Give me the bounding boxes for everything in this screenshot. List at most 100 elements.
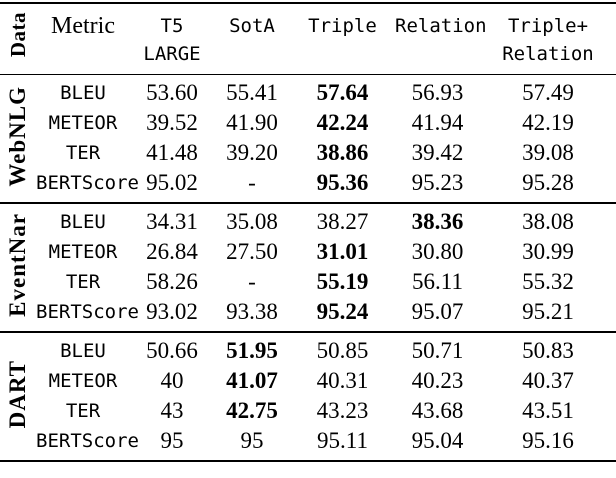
webnlg-rotated-label: WebNLG <box>5 85 30 187</box>
value-cell: 50.71 <box>411 338 464 363</box>
value-cell: 42.75 <box>226 398 278 423</box>
value-cell: 41.48 <box>146 140 198 165</box>
value-cell: 95.04 <box>411 428 464 453</box>
value-cell: 41.07 <box>226 368 278 393</box>
metric-label: BERTScore <box>36 301 139 323</box>
value-cell: 40 <box>160 368 184 393</box>
value-cell: 95.07 <box>411 299 464 324</box>
value-cell: 38.27 <box>316 209 369 234</box>
value-cell: 35.08 <box>226 209 278 234</box>
value-cell: 95.21 <box>522 299 574 324</box>
header-line1: Relation <box>395 15 487 37</box>
value-cell: 50.66 <box>146 338 198 363</box>
value-cell: 30.99 <box>522 239 574 264</box>
table-row: WebNLG BLEU 53.60 55.41 57.64 56.93 57.4… <box>0 75 616 186</box>
table-row: BERTScore 95 95 95.11 95.04 95.16 <box>0 426 616 461</box>
value-cell: 43.23 <box>316 398 369 423</box>
section-label-dart: DART <box>0 332 36 461</box>
metric-label: METEOR <box>48 241 118 263</box>
value-cell: 39.52 <box>146 110 198 135</box>
value-cell: 43 <box>160 398 184 423</box>
metric-label: BERTScore <box>36 172 139 194</box>
data-rotated-label: Data <box>5 12 30 58</box>
value-cell: 43.68 <box>411 398 464 423</box>
table-row: DART BLEU 50.66 51.95 50.85 50.71 50.83 <box>0 332 616 428</box>
table-row: BERTScore 95.02 - 95.36 95.23 95.28 <box>0 168 616 203</box>
value-cell: 95.36 <box>316 170 369 195</box>
results-table: Data Metric T5 LARGE SotA Triple Relatio… <box>0 2 616 462</box>
section-label-eventnar: EventNar <box>0 203 36 332</box>
value-cell: 93.38 <box>226 299 278 324</box>
value-cell: 95 <box>160 428 184 453</box>
column-header-metric: Metric <box>51 13 115 39</box>
metric-label: METEOR <box>48 112 118 134</box>
value-cell: - <box>248 269 256 294</box>
value-cell: 51.95 <box>226 338 278 363</box>
value-cell: 95.11 <box>317 428 368 453</box>
value-cell: 39.42 <box>411 140 464 165</box>
table-row: BERTScore 93.02 93.38 95.24 95.07 95.21 <box>0 297 616 332</box>
value-cell: 40.23 <box>411 368 464 393</box>
value-cell: 38.08 <box>522 209 574 234</box>
value-cell: 50.83 <box>522 338 574 363</box>
header-line1: Triple+ <box>507 15 589 37</box>
value-cell: 39.20 <box>226 140 278 165</box>
header-line1: SotA <box>229 15 275 37</box>
column-header-triple: Triple <box>290 3 395 75</box>
section-eventnar: EventNar BLEU 34.31 35.08 38.27 38.36 38… <box>0 203 616 332</box>
metric-label: METEOR <box>48 370 118 392</box>
value-cell: 41.94 <box>411 110 464 135</box>
value-cell: 34.31 <box>146 209 198 234</box>
header-line2: Relation <box>502 43 594 65</box>
table-row: METEOR 39.52 41.90 42.24 41.94 42.19 <box>0 108 616 138</box>
section-label-webnlg: WebNLG <box>0 75 36 204</box>
metric-label: BLEU <box>60 82 106 104</box>
metric-label: BLEU <box>60 340 106 362</box>
value-cell: 30.80 <box>411 239 464 264</box>
table-row: METEOR 40 41.07 40.31 40.23 40.37 <box>0 366 616 396</box>
table-row: TER 58.26 - 55.19 56.11 55.32 <box>0 267 616 297</box>
value-cell: 38.36 <box>411 209 464 234</box>
value-cell: 56.11 <box>412 269 463 294</box>
value-cell: 55.41 <box>226 80 278 105</box>
corner-data-label: Data <box>0 3 36 75</box>
value-cell: 95.02 <box>146 170 198 195</box>
table-row: METEOR 26.84 27.50 31.01 30.80 30.99 <box>0 237 616 267</box>
column-header-triple-plus-relation: Triple+ Relation <box>480 3 616 75</box>
value-cell: 95.28 <box>522 170 574 195</box>
table-row: TER 41.48 39.20 38.86 39.42 39.08 <box>0 138 616 168</box>
value-cell: 31.01 <box>316 239 369 264</box>
value-cell: 38.86 <box>316 140 369 165</box>
column-header-sota: SotA <box>214 3 290 75</box>
metric-label: BERTScore <box>36 430 139 452</box>
table-row: TER 43 42.75 43.23 43.68 43.51 <box>0 396 616 426</box>
metric-label: TER <box>65 400 101 422</box>
metric-label: TER <box>65 271 101 293</box>
value-cell: 95 <box>240 428 264 453</box>
value-cell: 93.02 <box>146 299 198 324</box>
column-header-relation: Relation <box>395 3 487 75</box>
eventnar-rotated-label: EventNar <box>5 213 30 317</box>
value-cell: 27.50 <box>226 239 278 264</box>
header-line2: LARGE <box>143 43 201 65</box>
value-cell: 50.85 <box>316 338 369 363</box>
value-cell: 40.37 <box>522 368 574 393</box>
value-cell: 95.16 <box>522 428 574 453</box>
table-row: EventNar BLEU 34.31 35.08 38.27 38.36 38… <box>0 203 616 317</box>
value-cell: 40.31 <box>316 368 369 393</box>
value-cell: 58.26 <box>146 269 198 294</box>
value-cell: 42.24 <box>316 110 369 135</box>
value-cell: 55.19 <box>316 269 369 294</box>
section-dart: DART BLEU 50.66 51.95 50.85 50.71 50.83 … <box>0 332 616 461</box>
metric-label: BLEU <box>60 211 106 233</box>
header-row: Data Metric T5 LARGE SotA Triple Relatio… <box>0 3 616 75</box>
column-header-t5-large: T5 LARGE <box>130 3 214 75</box>
value-cell: 56.93 <box>411 80 464 105</box>
table-header: Data Metric T5 LARGE SotA Triple Relatio… <box>0 3 616 75</box>
section-webnlg: WebNLG BLEU 53.60 55.41 57.64 56.93 57.4… <box>0 75 616 204</box>
header-line1: T5 <box>160 15 184 37</box>
value-cell: 39.08 <box>522 140 574 165</box>
value-cell: 57.64 <box>316 80 369 105</box>
value-cell: 41.90 <box>226 110 278 135</box>
header-line1: Triple <box>308 15 377 37</box>
